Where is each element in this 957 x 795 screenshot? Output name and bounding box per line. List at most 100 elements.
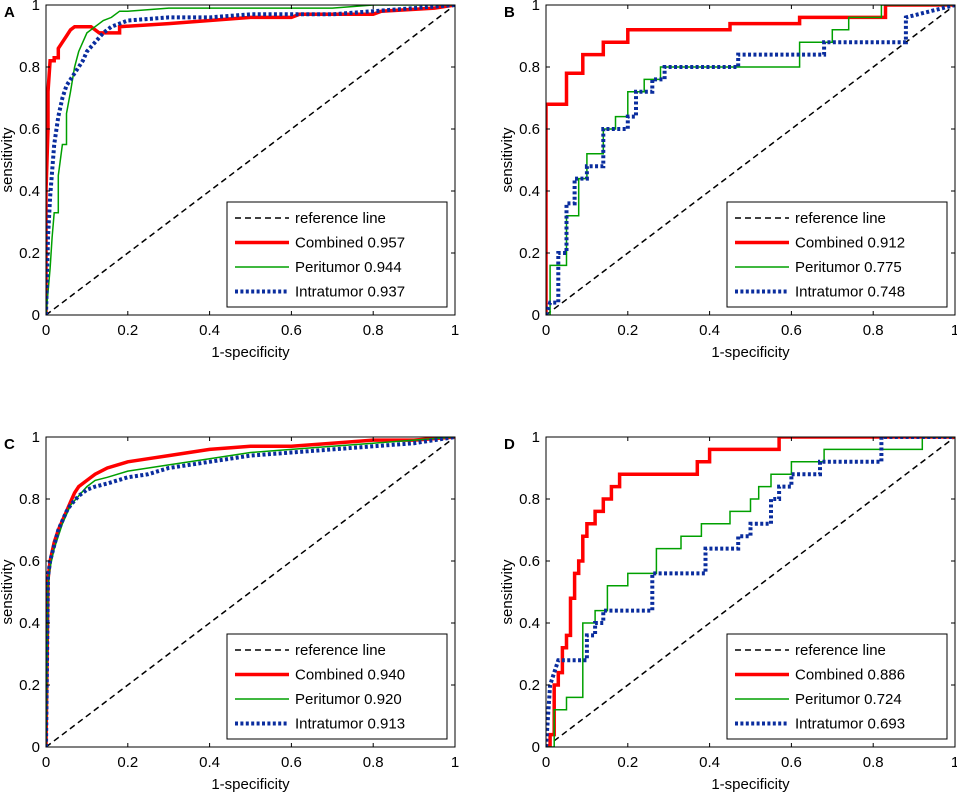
x-tick-label: 0.8 <box>863 322 884 339</box>
series-group <box>46 5 455 315</box>
x-tick-label: 0.8 <box>863 754 884 771</box>
legend-entry-label: Intratumor 0.913 <box>295 716 405 733</box>
y-axis-label: sensitivity <box>0 127 16 193</box>
y-tick-label: 0.6 <box>19 121 40 138</box>
axes-frame <box>45 436 456 748</box>
y-tick-label: 0.2 <box>519 677 540 694</box>
x-tick-label: 0.2 <box>117 322 138 339</box>
x-tick-label: 0.6 <box>781 322 802 339</box>
y-tick-label: 0.2 <box>519 245 540 262</box>
x-tick-label: 0.4 <box>699 322 720 339</box>
x-tick-label: 0.4 <box>699 754 720 771</box>
legend-entry-label: reference line <box>295 210 386 227</box>
x-tick-label: 0.4 <box>199 322 220 339</box>
x-tick-label: 0.2 <box>117 754 138 771</box>
series-reference-line <box>546 5 955 315</box>
y-tick-label: 0.4 <box>519 183 540 200</box>
x-axis-label: 1-specificity <box>211 776 290 793</box>
legend-entry-label: Combined 0.940 <box>295 667 405 684</box>
x-tick-label: 0.6 <box>781 754 802 771</box>
x-tick-label: 0 <box>542 322 550 339</box>
y-tick-label: 0.6 <box>519 553 540 570</box>
series-peritumor <box>46 5 455 315</box>
roc-panel-a: 0 0.2 0.4 0.6 0.8 1 0 0.2 0.4 0.6 0.8 1 1-specificit… <box>0 0 459 361</box>
y-tick-label: 0.2 <box>19 677 40 694</box>
x-tick-label: 0.8 <box>363 322 384 339</box>
y-tick-label: 1 <box>32 429 40 446</box>
y-tick-label: 0.8 <box>519 59 540 76</box>
series-combined <box>546 5 955 315</box>
y-tick-label: 0 <box>532 739 540 756</box>
legend-entry-label: Intratumor 0.693 <box>795 716 905 733</box>
series-reference-line <box>46 5 455 315</box>
y-tick-label: 1 <box>532 0 540 14</box>
y-tick-label: 0.2 <box>19 245 40 262</box>
y-tick-label: 0 <box>32 739 40 756</box>
x-tick-label: 0.2 <box>617 322 638 339</box>
legend-entry-label: Intratumor 0.937 <box>295 284 405 301</box>
legend: reference line Combined 0.957 Peritumor 0.… <box>226 201 448 308</box>
x-tick-label: 0 <box>42 322 50 339</box>
x-tick-label: 1 <box>951 322 957 339</box>
roc-panel-d: 0 0.2 0.4 0.6 0.8 1 0 0.2 0.4 0.6 0.8 1 1-specificit… <box>499 429 957 793</box>
legend-entry-label: Intratumor 0.748 <box>795 284 905 301</box>
legend-entry-label: Combined 0.957 <box>295 235 405 252</box>
y-tick-label: 0.6 <box>19 553 40 570</box>
x-tick-label: 1 <box>451 754 459 771</box>
y-axis-label: sensitivity <box>499 559 516 625</box>
y-tick-label: 0.8 <box>19 491 40 508</box>
legend-entry-label: Peritumor 0.944 <box>295 259 402 276</box>
x-tick-label: 0.4 <box>199 754 220 771</box>
x-tick-label: 1 <box>451 322 459 339</box>
y-tick-label: 0.8 <box>19 59 40 76</box>
panel-label: D <box>504 436 515 453</box>
series-reference-line <box>46 437 455 747</box>
legend-entry-label: Combined 0.886 <box>795 667 905 684</box>
x-tick-label: 0 <box>42 754 50 771</box>
legend-entry-label: Peritumor 0.775 <box>795 259 902 276</box>
x-tick-label: 1 <box>951 754 957 771</box>
panel-label: B <box>504 4 515 21</box>
roc-panel-c: 0 0.2 0.4 0.6 0.8 1 0 0.2 0.4 0.6 0.8 1 1-specificit… <box>0 429 459 793</box>
x-axis-label: 1-specificity <box>711 344 790 361</box>
series-group <box>546 437 955 747</box>
legend-entry-label: reference line <box>295 642 386 659</box>
y-tick-label: 1 <box>32 0 40 14</box>
y-tick-label: 0 <box>32 307 40 324</box>
legend-entry-label: Peritumor 0.920 <box>295 691 402 708</box>
legend-entry-label: Combined 0.912 <box>795 235 905 252</box>
panel-label: A <box>4 4 15 21</box>
y-axis-label: sensitivity <box>0 559 16 625</box>
y-tick-label: 1 <box>532 429 540 446</box>
axes-frame <box>545 436 956 748</box>
x-tick-label: 0.6 <box>281 754 302 771</box>
series-reference-line <box>546 437 955 747</box>
series-combined <box>546 437 955 747</box>
y-tick-label: 0.6 <box>519 121 540 138</box>
x-tick-label: 0 <box>542 754 550 771</box>
series-intratumor <box>46 5 455 315</box>
legend: reference line Combined 0.940 Peritumor 0.… <box>226 633 448 740</box>
axes-frame <box>545 4 956 316</box>
series-group <box>46 437 455 747</box>
panel-label: C <box>4 436 15 453</box>
legend: reference line Combined 0.886 Peritumor 0.… <box>726 633 948 740</box>
axes-frame <box>45 4 456 316</box>
y-tick-label: 0.4 <box>519 615 540 632</box>
series-intratumor <box>546 437 955 747</box>
x-tick-label: 0.2 <box>617 754 638 771</box>
y-tick-label: 0.4 <box>19 615 40 632</box>
x-axis-label: 1-specificity <box>711 776 790 793</box>
x-tick-label: 0.6 <box>281 322 302 339</box>
series-intratumor <box>46 437 455 747</box>
series-peritumor <box>546 437 955 747</box>
y-axis-label: sensitivity <box>499 127 516 193</box>
series-peritumor <box>546 5 955 315</box>
series-group <box>546 5 955 315</box>
y-tick-label: 0 <box>532 307 540 324</box>
legend-entry-label: Peritumor 0.724 <box>795 691 902 708</box>
x-tick-label: 0.8 <box>363 754 384 771</box>
roc-panel-b: 0 0.2 0.4 0.6 0.8 1 0 0.2 0.4 0.6 0.8 1 1-specificit… <box>499 0 957 361</box>
y-tick-label: 0.8 <box>519 491 540 508</box>
